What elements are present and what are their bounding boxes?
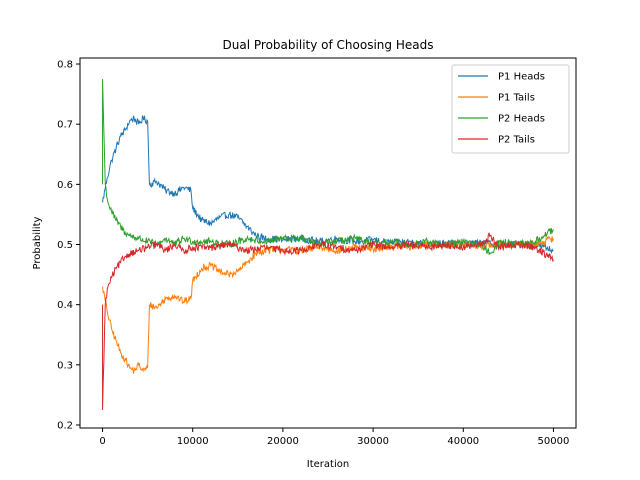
y-tick-label: 0.2: [57, 420, 73, 431]
y-axis: 0.2 0.3 0.4 0.5 0.6 0.7 0.8: [57, 60, 80, 431]
x-axis: 0 10000 20000 30000 40000 50000: [99, 428, 569, 447]
series-line-p1-tails: [102, 235, 554, 374]
x-axis-label: Iteration: [307, 459, 349, 470]
legend-label: P1 Heads: [498, 72, 545, 83]
legend: P1 Heads P1 Tails P2 Heads P2 Tails: [451, 64, 570, 154]
legend-label: P2 Tails: [498, 135, 535, 146]
legend-label: P1 Tails: [498, 93, 535, 104]
y-tick-label: 0.8: [57, 60, 73, 71]
y-tick-label: 0.6: [57, 180, 73, 191]
axes-frame: [79, 57, 577, 429]
series-line-p1-heads: [102, 115, 554, 255]
x-tick-label: 20000: [267, 436, 299, 447]
series-line-p2-heads: [102, 79, 554, 255]
legend-box: [451, 64, 570, 154]
x-tick-label: 0: [99, 436, 105, 447]
legend-label: P2 Heads: [498, 114, 545, 125]
x-tick-label: 40000: [447, 436, 479, 447]
y-axis-label: Probability: [32, 216, 43, 269]
x-tick-label: 30000: [357, 436, 389, 447]
chart-title: Dual Probability of Choosing Heads: [223, 38, 434, 52]
x-tick-label: 10000: [177, 436, 209, 447]
y-tick-label: 0.4: [57, 300, 73, 311]
x-tick-label: 50000: [538, 436, 570, 447]
series-line-p2-tails: [102, 232, 554, 410]
y-tick-label: 0.7: [57, 120, 73, 131]
y-tick-label: 0.5: [57, 240, 73, 251]
y-tick-label: 0.3: [57, 360, 73, 371]
plot-area: [102, 79, 554, 410]
